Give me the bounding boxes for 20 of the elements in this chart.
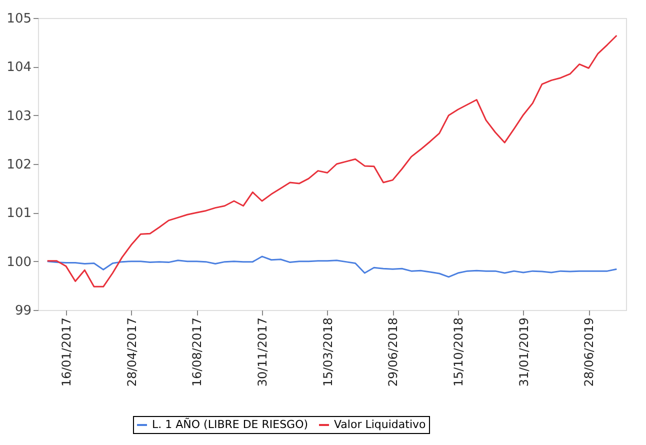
y-tick-label: 99 [14, 304, 32, 318]
legend-label: Valor Liquidativo [334, 418, 426, 431]
x-tick-label: 29/06/2018 [386, 318, 400, 387]
y-tick-label: 103 [6, 108, 32, 124]
x-tick-label: 16/08/2017 [190, 318, 204, 387]
x-tick-label: 28/06/2019 [582, 318, 596, 387]
x-tick-label: 30/11/2017 [256, 318, 270, 387]
y-tick-label: 101 [6, 206, 32, 222]
line-series [46, 256, 618, 278]
line-series [46, 34, 618, 288]
x-tick-label: 31/01/2019 [516, 318, 531, 387]
y-tick-label: 100 [6, 254, 32, 270]
y-tick-label: 104 [6, 60, 32, 76]
x-tick-label: 28/04/2017 [124, 318, 139, 387]
x-tick-label: 15/10/2018 [452, 318, 466, 387]
y-tick-label: 102 [6, 158, 32, 172]
x-tick-label: 16/01/2017 [60, 318, 74, 387]
x-tick-label: 15/03/2018 [320, 318, 335, 387]
legend-label: L. 1 AÑO (LIBRE DE RIESGO) [152, 417, 308, 431]
y-tick-label: 105 [6, 12, 32, 26]
